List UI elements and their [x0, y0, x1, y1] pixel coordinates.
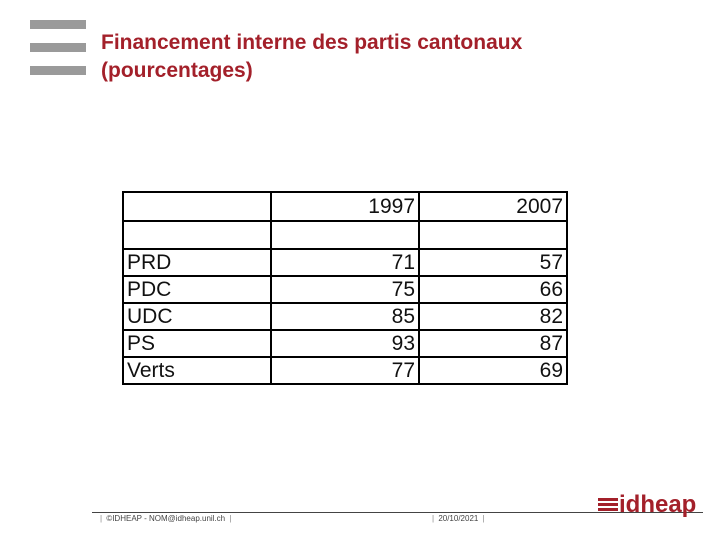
footer-divider: [92, 512, 703, 513]
idheap-logo: idheap: [598, 491, 696, 522]
party-label: Verts: [122, 356, 272, 385]
logo-text: idheap: [619, 491, 697, 518]
footer-date-text: 20/10/2021: [438, 514, 479, 523]
table-row: UDC 85 82: [122, 302, 568, 331]
financing-table: 1997 2007 PRD 71 57 PDC 75 66 UDC 85 82 …: [122, 191, 568, 385]
footer-copyright: | ©IDHEAP - NOM@idheap.unil.ch |: [98, 514, 233, 524]
party-label: PDC: [122, 275, 272, 304]
value-2007: 66: [418, 275, 568, 304]
slide-title-line-2: (pourcentages): [101, 59, 253, 82]
value-1997: 93: [270, 329, 420, 358]
header-cell-1997: 1997: [270, 191, 420, 222]
value-1997: 85: [270, 302, 420, 331]
party-label: PS: [122, 329, 272, 358]
header-cell-empty: [122, 191, 272, 222]
value-2007: 69: [418, 356, 568, 385]
footer-separator: |: [229, 514, 232, 523]
decorative-bars-icon: [30, 20, 86, 76]
party-label: PRD: [122, 248, 272, 277]
footer-separator: |: [100, 514, 103, 523]
table-row: PDC 75 66: [122, 275, 568, 304]
slide-title: Financement interne des partis cantonaux…: [101, 29, 522, 85]
value-2007: 57: [418, 248, 568, 277]
bar: [30, 20, 86, 29]
blank-cell: [122, 220, 272, 250]
party-label: UDC: [122, 302, 272, 331]
table-row: PRD 71 57: [122, 248, 568, 277]
value-2007: 82: [418, 302, 568, 331]
footer-separator: |: [432, 514, 435, 523]
slide-title-line-1: Financement interne des partis cantonaux: [101, 31, 523, 54]
table-header-row: 1997 2007: [122, 191, 568, 222]
footer-separator: |: [482, 514, 485, 523]
footer-date: | 20/10/2021 |: [430, 514, 487, 524]
table-row: PS 93 87: [122, 329, 568, 358]
table-row: Verts 77 69: [122, 356, 568, 385]
table-blank-row: [122, 220, 568, 250]
footer-copyright-text: ©IDHEAP - NOM@idheap.unil.ch: [106, 514, 226, 523]
value-1997: 77: [270, 356, 420, 385]
blank-cell: [270, 220, 420, 250]
blank-cell: [418, 220, 568, 250]
bar: [30, 66, 86, 75]
value-2007: 87: [418, 329, 568, 358]
header-cell-2007: 2007: [418, 191, 568, 222]
bar: [30, 43, 86, 52]
value-1997: 75: [270, 275, 420, 304]
value-1997: 71: [270, 248, 420, 277]
logo-bars-icon: [598, 498, 618, 512]
